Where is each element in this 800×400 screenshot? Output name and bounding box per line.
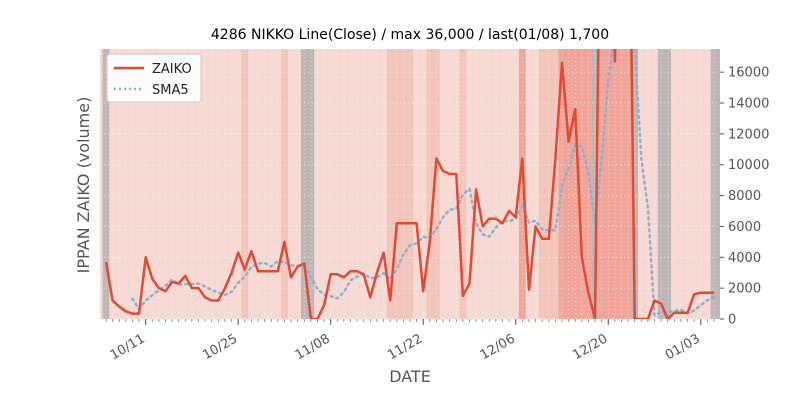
y-tick-label-3: 6000 <box>728 220 761 235</box>
y-axis-title: IPPAN ZAIKO (volume) <box>74 97 93 274</box>
x-tick-label-3: 11/22 <box>385 331 425 363</box>
band-0 <box>102 49 110 319</box>
x-tick-label-0: 10/11 <box>108 331 148 363</box>
y-tick-label-1: 2000 <box>728 282 761 297</box>
band-7 <box>519 49 526 319</box>
band-10 <box>591 49 599 319</box>
x-tick-label-5: 12/20 <box>570 331 610 363</box>
x-tick-label-4: 12/06 <box>478 331 518 363</box>
x-tick-label-2: 11/08 <box>293 331 333 363</box>
y-tick-label-7: 14000 <box>728 97 769 112</box>
band-6 <box>459 49 467 319</box>
x-axis: 10/11 10/25 11/08 11/22 12/06 12/20 01/03 <box>105 319 715 363</box>
y-tick-label-6: 12000 <box>728 127 769 142</box>
y-axis: 0 2000 4000 6000 8000 10000 12000 14000 16000 <box>720 66 769 328</box>
band-13 <box>657 49 672 319</box>
band-2 <box>281 49 288 319</box>
chart-title: 4286 NIKKO Line(Close) / max 36,000 / la… <box>211 27 609 43</box>
band-3 <box>300 49 315 319</box>
legend-label-sma5: SMA5 <box>152 83 189 98</box>
x-axis-title: DATE <box>389 367 431 386</box>
band-8 <box>538 49 559 319</box>
series-line-zaiko <box>104 49 714 319</box>
legend-label-zaiko: ZAIKO <box>152 62 192 77</box>
band-14 <box>710 49 720 319</box>
legend: ZAIKO SMA5 <box>106 53 202 103</box>
x-tick-label-6: 01/03 <box>663 331 703 363</box>
y-tick-label-8: 16000 <box>728 66 769 81</box>
series-lines <box>104 49 716 319</box>
band-12 <box>631 49 638 319</box>
x-tick-label-1: 10/25 <box>200 331 240 363</box>
y-tick-label-0: 0 <box>728 313 736 328</box>
band-1 <box>241 49 249 319</box>
y-tick-label-5: 10000 <box>728 158 769 173</box>
series-line-sma5 <box>131 49 716 318</box>
y-tick-label-4: 8000 <box>728 189 761 204</box>
y-tick-label-2: 4000 <box>728 251 761 266</box>
